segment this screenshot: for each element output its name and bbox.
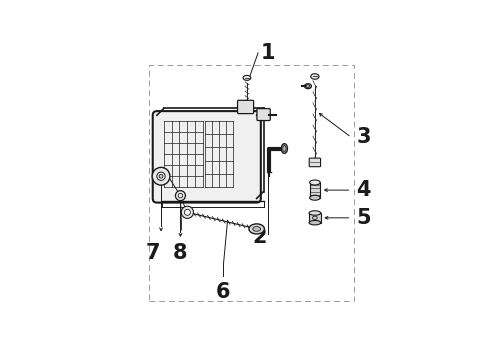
Circle shape — [159, 174, 163, 178]
Bar — [309, 213, 320, 223]
Circle shape — [152, 167, 170, 185]
FancyBboxPatch shape — [238, 100, 254, 114]
Ellipse shape — [309, 220, 320, 225]
Circle shape — [175, 191, 185, 201]
Ellipse shape — [309, 211, 320, 215]
Ellipse shape — [283, 145, 286, 152]
Text: 7: 7 — [146, 243, 160, 263]
Circle shape — [181, 206, 194, 219]
Text: 2: 2 — [252, 227, 267, 247]
Ellipse shape — [306, 85, 310, 87]
FancyBboxPatch shape — [257, 109, 270, 121]
Ellipse shape — [310, 195, 320, 200]
Text: 5: 5 — [356, 208, 371, 228]
Circle shape — [157, 172, 165, 180]
Text: 8: 8 — [173, 243, 188, 263]
Circle shape — [178, 193, 183, 198]
Circle shape — [184, 209, 191, 215]
Ellipse shape — [311, 74, 319, 79]
Ellipse shape — [249, 224, 265, 234]
FancyBboxPatch shape — [309, 158, 320, 167]
Text: 3: 3 — [356, 127, 371, 148]
Bar — [310, 183, 320, 198]
Ellipse shape — [310, 180, 320, 185]
Bar — [148, 66, 354, 301]
Ellipse shape — [253, 226, 261, 231]
FancyBboxPatch shape — [153, 111, 261, 203]
Text: 1: 1 — [261, 43, 275, 63]
Text: 4: 4 — [356, 180, 371, 200]
Text: 6: 6 — [216, 282, 231, 302]
Ellipse shape — [243, 75, 251, 80]
Ellipse shape — [304, 84, 312, 89]
Ellipse shape — [281, 144, 288, 153]
